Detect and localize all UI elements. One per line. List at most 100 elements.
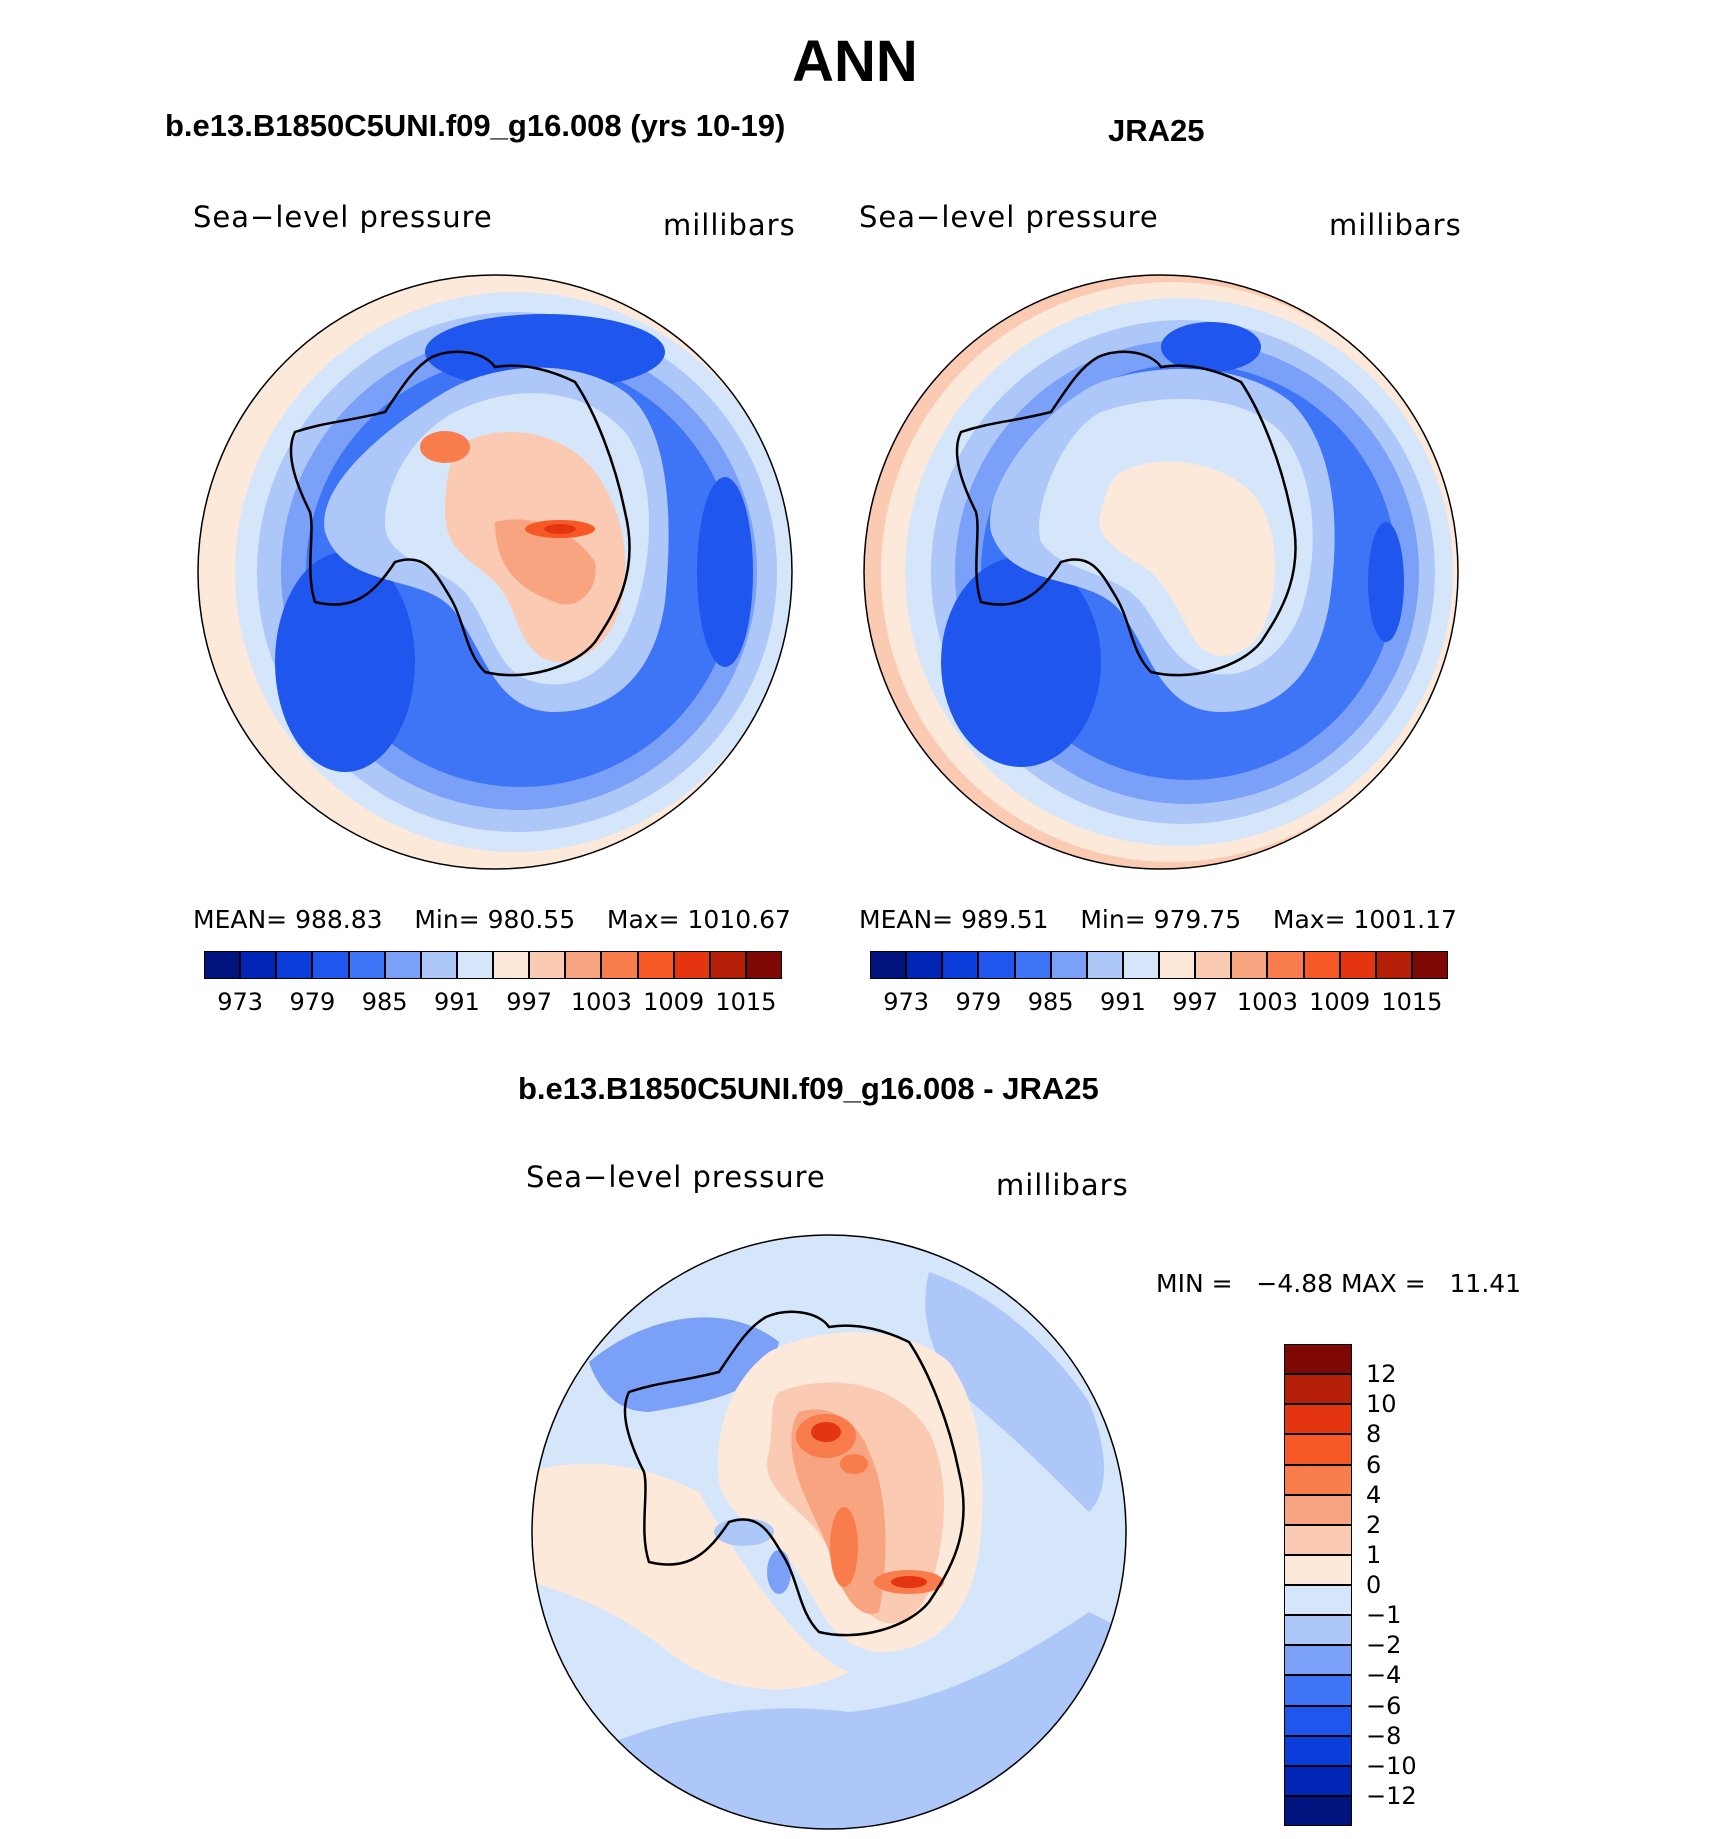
- diff-colorbar-tick-label: −6: [1366, 1691, 1402, 1720]
- model-colorbar-tick-label: 1003: [570, 988, 632, 1016]
- model-colorbar-tick-label: 997: [506, 988, 553, 1016]
- diff-colorbar-box: [1284, 1554, 1352, 1585]
- obs-colorbar-tick-label: 1015: [1381, 988, 1443, 1016]
- model-variable-label: Sea−level pressure: [193, 200, 493, 234]
- model-colorbar-tick-label: 979: [289, 988, 336, 1016]
- model-colorbar-box: [348, 951, 385, 979]
- obs-colorbar-box: [870, 951, 907, 979]
- diff-colorbar-tick-label: −12: [1366, 1781, 1417, 1810]
- diff-colorbar-box: [1284, 1404, 1352, 1435]
- model-colorbar-box: [493, 951, 530, 979]
- model-colorbar-tick-label: 991: [433, 988, 480, 1016]
- figure-title: ANN: [792, 29, 918, 94]
- obs-colorbar-box: [1231, 951, 1268, 979]
- diff-colorbar-tick-label: 10: [1366, 1390, 1397, 1419]
- model-colorbar-tick-label: 1009: [643, 988, 705, 1016]
- obs-colorbar-box: [978, 951, 1015, 979]
- diff-colorbar-ticks: 12 10 8 6 4 2 1 0 −1 −2 −4 −6 −8 −10 −12: [1366, 1344, 1486, 1826]
- diff-colorbar-tick-label: 12: [1366, 1360, 1397, 1389]
- model-colorbar-box: [745, 951, 782, 979]
- obs-colorbar-tick-label: 1009: [1309, 988, 1371, 1016]
- diff-units-label: millibars: [996, 1168, 1129, 1202]
- obs-colorbar-box: [1014, 951, 1051, 979]
- diff-colorbar-tick-label: 2: [1366, 1510, 1382, 1539]
- diff-colorbar-box: [1284, 1434, 1352, 1465]
- diff-stats: MIN = −4.88 MAX = 11.41: [1156, 1269, 1522, 1298]
- model-colorbar-box: [240, 951, 277, 979]
- diff-colorbar: [1284, 1344, 1352, 1826]
- obs-units-label: millibars: [1329, 208, 1462, 242]
- diff-colorbar-tick-label: 8: [1366, 1420, 1382, 1449]
- diff-colorbar-box: [1284, 1494, 1352, 1525]
- diff-colorbar-tick-label: 1: [1366, 1540, 1382, 1569]
- model-panel-title: b.e13.B1850C5UNI.f09_g16.008 (yrs 10-19): [165, 108, 786, 143]
- model-colorbar-tick-label: 1015: [715, 988, 777, 1016]
- diff-colorbar-box: [1284, 1344, 1352, 1375]
- model-colorbar-box: [384, 951, 421, 979]
- diff-colorbar-tick-label: −2: [1366, 1631, 1402, 1660]
- obs-colorbar-tick-label: 1003: [1236, 988, 1298, 1016]
- obs-colorbar-ticks: 973 979 985 991 997 1003 1009 1015: [870, 988, 1448, 1018]
- model-colorbar: [204, 951, 782, 979]
- obs-stats: MEAN= 989.51 Min= 979.75 Max= 1001.17: [859, 905, 1457, 934]
- diff-colorbar-box: [1284, 1735, 1352, 1766]
- obs-panel-title: JRA25: [1108, 113, 1205, 148]
- diff-slp-map: [531, 1234, 1127, 1830]
- obs-colorbar-box: [1411, 951, 1448, 979]
- obs-colorbar-box: [942, 951, 979, 979]
- diff-colorbar-box: [1284, 1524, 1352, 1555]
- diff-colorbar-box: [1284, 1795, 1352, 1826]
- diff-colorbar-box: [1284, 1615, 1352, 1646]
- diff-colorbar-box: [1284, 1464, 1352, 1495]
- model-colorbar-ticks: 973 979 985 991 997 1003 1009 1015: [204, 988, 782, 1018]
- diff-colorbar-box: [1284, 1675, 1352, 1706]
- model-colorbar-box: [673, 951, 710, 979]
- obs-colorbar-box: [1050, 951, 1087, 979]
- obs-colorbar-box: [1159, 951, 1196, 979]
- model-colorbar-box: [456, 951, 493, 979]
- diff-panel-title: b.e13.B1850C5UNI.f09_g16.008 - JRA25: [518, 1071, 1099, 1106]
- obs-colorbar-box: [1122, 951, 1159, 979]
- diff-colorbar-box: [1284, 1765, 1352, 1796]
- diff-colorbar-tick-label: −4: [1366, 1661, 1402, 1690]
- obs-colorbar-box: [1267, 951, 1304, 979]
- model-colorbar-box: [709, 951, 746, 979]
- diff-colorbar-box: [1284, 1645, 1352, 1676]
- obs-colorbar-box: [1195, 951, 1232, 979]
- diff-colorbar-box: [1284, 1585, 1352, 1616]
- model-colorbar-box: [276, 951, 313, 979]
- model-colorbar-box: [601, 951, 638, 979]
- diff-colorbar-tick-label: 4: [1366, 1480, 1382, 1509]
- obs-colorbar-tick-label: 973: [883, 988, 930, 1016]
- diff-variable-label: Sea−level pressure: [526, 1160, 826, 1194]
- model-colorbar-tick-label: 985: [361, 988, 408, 1016]
- obs-colorbar-box: [906, 951, 943, 979]
- obs-variable-label: Sea−level pressure: [859, 200, 1159, 234]
- model-colorbar-box: [529, 951, 566, 979]
- diff-colorbar-tick-label: 6: [1366, 1450, 1382, 1479]
- obs-colorbar-box: [1375, 951, 1412, 979]
- model-slp-map: [197, 274, 793, 870]
- diff-colorbar-box: [1284, 1374, 1352, 1405]
- diff-colorbar-tick-label: −8: [1366, 1721, 1402, 1750]
- obs-colorbar-box: [1303, 951, 1340, 979]
- obs-colorbar-box: [1339, 951, 1376, 979]
- model-colorbar-box: [565, 951, 602, 979]
- obs-colorbar-tick-label: 997: [1172, 988, 1219, 1016]
- diff-colorbar-tick-label: 0: [1366, 1571, 1382, 1599]
- model-colorbar-box: [204, 951, 241, 979]
- model-colorbar-box: [312, 951, 349, 979]
- diff-colorbar-tick-label: −10: [1366, 1751, 1417, 1780]
- diff-colorbar-tick-label: −1: [1366, 1601, 1402, 1630]
- model-stats: MEAN= 988.83 Min= 980.55 Max= 1010.67: [193, 905, 791, 934]
- obs-colorbar-tick-label: 985: [1027, 988, 1074, 1016]
- obs-colorbar-tick-label: 979: [955, 988, 1002, 1016]
- obs-slp-map: [863, 274, 1459, 870]
- diff-colorbar-box: [1284, 1705, 1352, 1736]
- model-units-label: millibars: [663, 208, 796, 242]
- obs-colorbar-tick-label: 991: [1099, 988, 1146, 1016]
- model-colorbar-box: [637, 951, 674, 979]
- model-colorbar-box: [420, 951, 457, 979]
- obs-colorbar-box: [1086, 951, 1123, 979]
- model-colorbar-tick-label: 973: [217, 988, 264, 1016]
